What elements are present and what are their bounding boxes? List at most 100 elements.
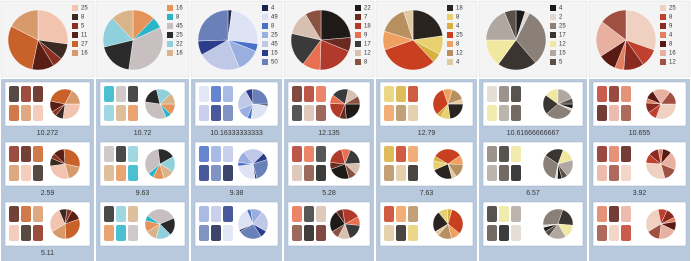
outfit-item: [316, 165, 326, 181]
outfit-item: [609, 206, 619, 222]
legend-swatch: [550, 59, 556, 65]
outfit-item: [104, 86, 114, 102]
legend-swatch: [72, 23, 78, 29]
outfit-item: [211, 225, 221, 241]
outfit-item: [292, 225, 302, 241]
outfit-item: [384, 225, 394, 241]
outfit-item: [621, 225, 631, 241]
outfit-item: [211, 105, 221, 121]
outfit-item: [104, 165, 114, 181]
outfit-item: [621, 86, 631, 102]
outfit-item: [21, 165, 31, 181]
score: 10.655: [629, 130, 651, 137]
outfit-item: [316, 105, 326, 121]
legend-swatch: [262, 14, 268, 20]
legend-swatch: [660, 50, 666, 56]
outfit-item: [223, 146, 233, 162]
legend-label: 12: [364, 51, 371, 57]
outfit-item: [9, 146, 19, 162]
outfit-item: [396, 86, 406, 102]
outfit-item: [487, 146, 497, 162]
outfit-item: [384, 146, 394, 162]
score: 5.28: [322, 190, 336, 197]
score: 6.57: [526, 190, 540, 197]
legend-label: 11: [81, 33, 88, 39]
outfit-item: [396, 146, 406, 162]
outfit-item: [223, 206, 233, 222]
legend-label: 15: [271, 51, 278, 57]
outfit-item: [396, 225, 406, 241]
outfit-item: [199, 206, 209, 222]
outfit-item: [304, 225, 314, 241]
outfit-item: [128, 86, 138, 102]
score: 9.38: [230, 190, 244, 197]
legend-label: 25: [669, 6, 676, 12]
outfit-item: [621, 146, 631, 162]
outfit-item: [609, 146, 619, 162]
outfit-item: [621, 206, 631, 222]
outfit-item: [223, 86, 233, 102]
legend-swatch: [660, 5, 666, 11]
outfit-item: [223, 165, 233, 181]
score: 10.61666666667: [507, 130, 560, 137]
outfit-item: [116, 146, 126, 162]
legend-label: 18: [456, 6, 463, 12]
legend-label: 12: [559, 42, 566, 48]
legend-swatch: [355, 32, 361, 38]
outfit-item: [396, 206, 406, 222]
outfit-item: [116, 206, 126, 222]
outfit-item: [21, 86, 31, 102]
outfit-item: [621, 105, 631, 121]
legend-swatch: [660, 32, 666, 38]
collage: 258511271610.2722.595.111684525221610.72…: [0, 0, 691, 261]
outfit-item: [316, 86, 326, 102]
outfit-item: [292, 165, 302, 181]
legend-swatch: [447, 23, 453, 29]
legend-swatch: [550, 32, 556, 38]
outfit-item: [597, 165, 607, 181]
score: 12.135: [318, 130, 340, 137]
outfit-item: [33, 146, 43, 162]
legend-swatch: [167, 23, 173, 29]
legend-label: 16: [176, 6, 183, 12]
outfit-item: [199, 105, 209, 121]
outfit-item: [396, 165, 406, 181]
score: 5.11: [41, 250, 54, 257]
legend-label: 16: [669, 51, 676, 57]
outfit-item: [292, 86, 302, 102]
outfit-item: [487, 206, 497, 222]
outfit-item: [621, 165, 631, 181]
legend-label: 12: [456, 51, 463, 57]
legend-label: 25: [456, 33, 463, 39]
legend-swatch: [355, 41, 361, 47]
outfit-item: [104, 225, 114, 241]
legend-swatch: [72, 5, 78, 11]
outfit-item: [33, 86, 43, 102]
outfit-item: [408, 146, 418, 162]
outfit-item: [116, 86, 126, 102]
score: 12.79: [418, 130, 436, 137]
legend-swatch: [355, 14, 361, 20]
legend-label: 50: [271, 60, 278, 66]
outfit-item: [384, 165, 394, 181]
legend-label: 45: [176, 24, 183, 30]
legend-swatch: [550, 23, 556, 29]
outfit-item: [292, 206, 302, 222]
outfit-item: [499, 86, 509, 102]
outfit-item: [499, 225, 509, 241]
outfit-item: [316, 146, 326, 162]
legend-swatch: [72, 50, 78, 56]
legend-swatch: [262, 41, 268, 47]
outfit-item: [21, 105, 31, 121]
outfit-item: [292, 105, 302, 121]
score: 2.59: [41, 190, 55, 197]
outfit-item: [304, 165, 314, 181]
outfit-item: [609, 225, 619, 241]
outfit-item: [609, 165, 619, 181]
outfit-item: [199, 165, 209, 181]
outfit-item: [33, 105, 43, 121]
legend-label: 25: [176, 33, 183, 39]
legend-label: 16: [176, 51, 183, 57]
score: 10.16333333333: [210, 130, 263, 137]
outfit-item: [116, 165, 126, 181]
